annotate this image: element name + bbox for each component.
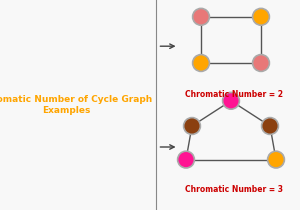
Ellipse shape bbox=[268, 151, 284, 168]
Text: Chromatic Number of Cycle Graph
Examples: Chromatic Number of Cycle Graph Examples bbox=[0, 95, 153, 115]
Ellipse shape bbox=[193, 55, 209, 71]
Ellipse shape bbox=[262, 118, 278, 134]
Ellipse shape bbox=[184, 118, 200, 134]
Ellipse shape bbox=[253, 55, 269, 71]
Ellipse shape bbox=[178, 151, 194, 168]
Ellipse shape bbox=[223, 92, 239, 109]
Text: Chromatic Number = 2: Chromatic Number = 2 bbox=[185, 90, 283, 99]
Ellipse shape bbox=[253, 8, 269, 25]
Text: Chromatic Number = 3: Chromatic Number = 3 bbox=[185, 185, 283, 193]
Ellipse shape bbox=[193, 8, 209, 25]
